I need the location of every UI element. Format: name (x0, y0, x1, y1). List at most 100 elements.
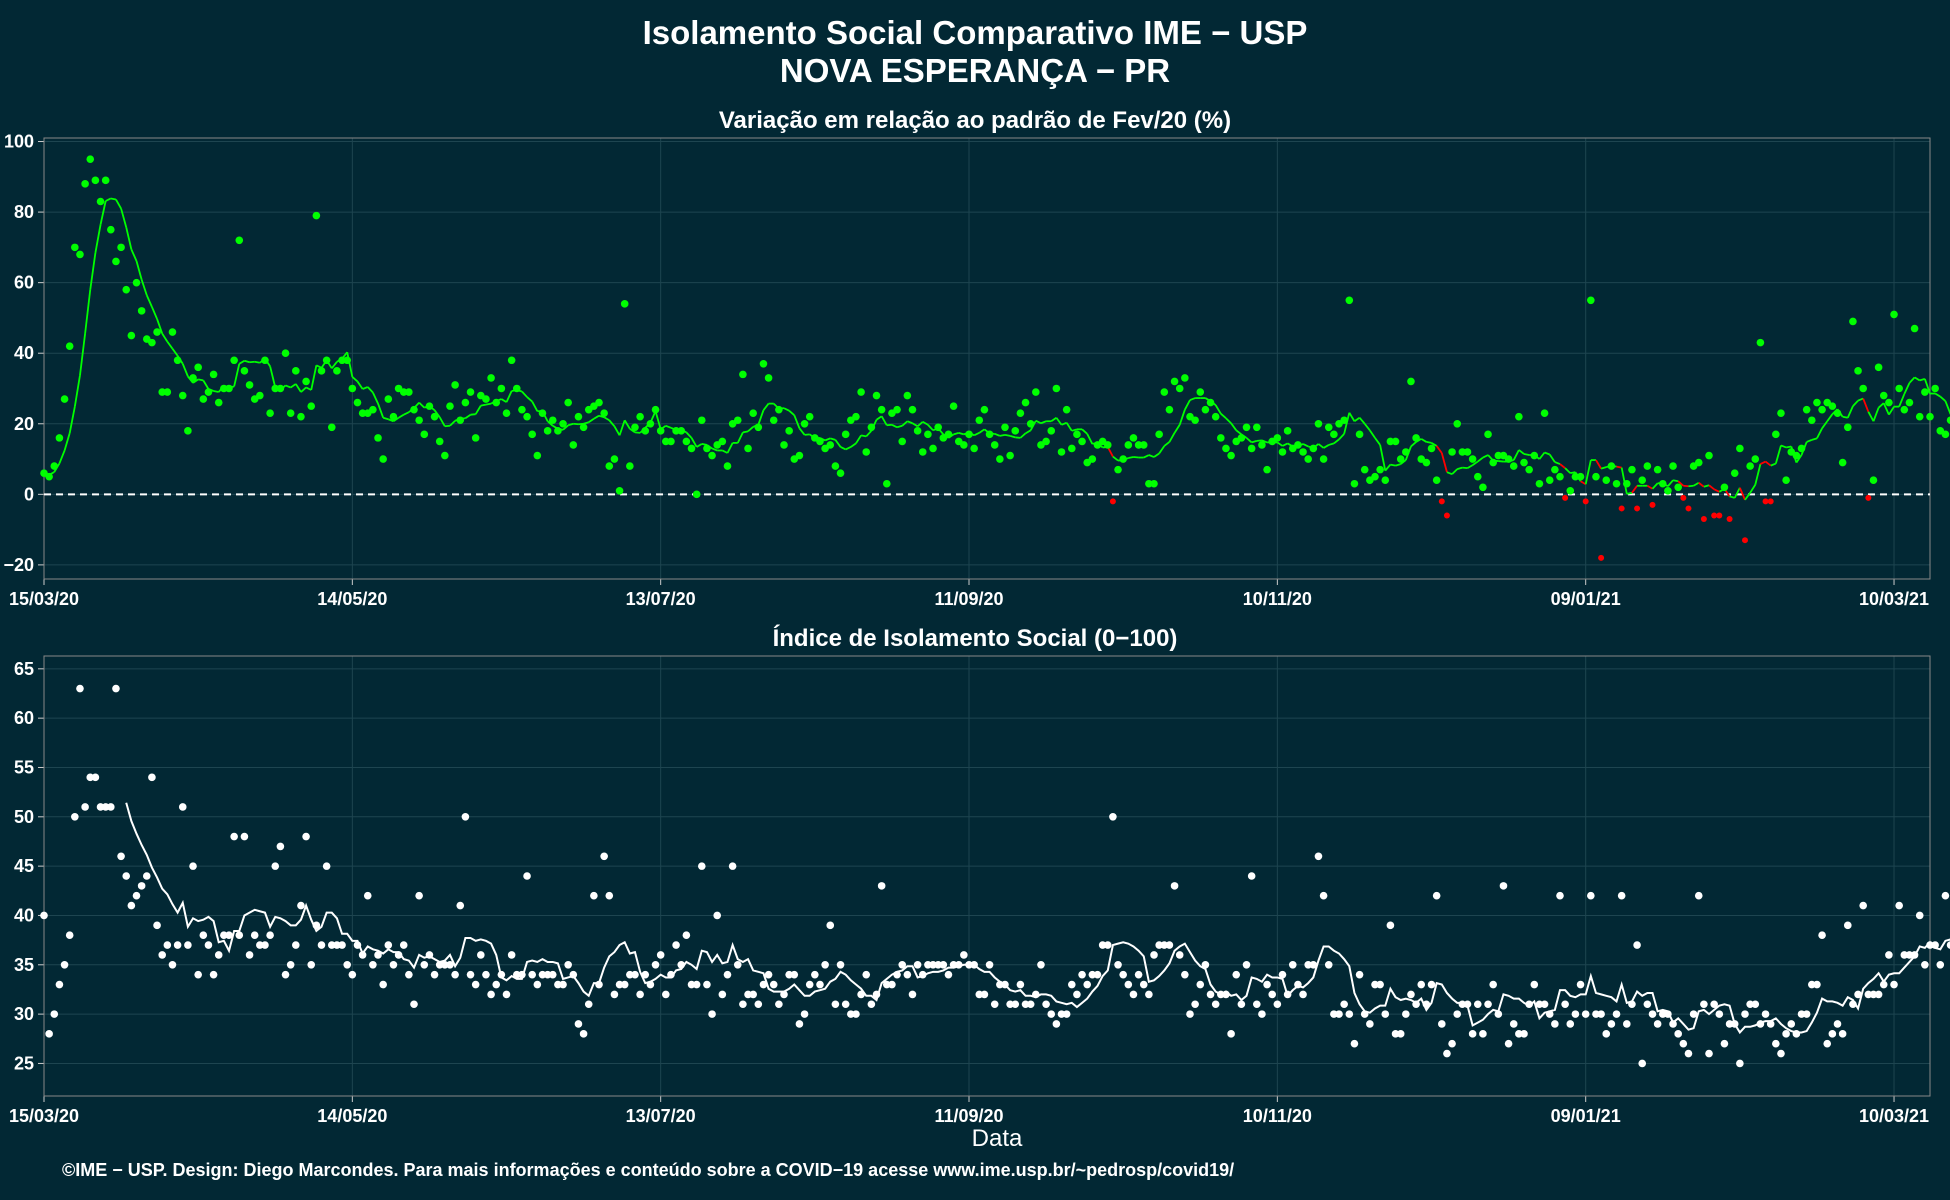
data-point (893, 970, 901, 979)
data-point (1562, 494, 1569, 501)
moving-average-segment (1646, 484, 1653, 490)
moving-average-segment (788, 409, 795, 416)
y-tick-label: 40 (14, 905, 34, 925)
data-point (980, 405, 989, 414)
data-point (358, 951, 367, 959)
data-point (1052, 384, 1061, 393)
data-point (1150, 951, 1158, 959)
data-point (965, 430, 973, 439)
data-point (518, 970, 526, 979)
data-point (1638, 1059, 1647, 1068)
moving-average-segment (1764, 460, 1772, 467)
data-point (1273, 1000, 1282, 1009)
data-point (405, 388, 413, 396)
data-point (307, 402, 316, 410)
data-point (1921, 960, 1929, 969)
data-point (240, 367, 249, 375)
moving-average-segment (1708, 484, 1715, 490)
data-point (1859, 901, 1867, 910)
data-point (1468, 455, 1477, 463)
data-point (487, 374, 495, 382)
panel-index: 15/03/20 14/05/20 13/07/20 11/09/20 10/11/20… (9, 655, 1950, 1126)
moving-average-segment (197, 378, 204, 382)
data-point (595, 980, 603, 989)
data-point (1777, 409, 1785, 417)
moving-average-segment (1548, 454, 1556, 463)
data-point (1720, 1039, 1729, 1048)
data-point (656, 951, 665, 959)
data-point (1561, 1000, 1569, 1009)
data-point (1797, 444, 1806, 453)
data-point (338, 941, 346, 949)
x-tick-label: 14/05/20 (317, 1106, 387, 1126)
data-point (446, 960, 454, 969)
data-point (877, 882, 886, 890)
x-tick-label: 15/03/20 (9, 589, 79, 609)
data-point (343, 356, 352, 365)
data-point (1376, 980, 1384, 989)
data-point (656, 427, 665, 435)
data-point (507, 951, 516, 959)
data-point (1685, 505, 1692, 512)
data-point (1340, 416, 1348, 425)
data-point (708, 1010, 716, 1018)
y-tick-label: 25 (14, 1053, 34, 1073)
moving-average-segment (1364, 423, 1371, 431)
x-tick-label: 13/07/20 (626, 589, 696, 609)
data-point (1432, 476, 1441, 485)
data-point (1283, 990, 1292, 999)
data-point (1073, 990, 1081, 999)
moving-average-segment (1173, 424, 1181, 434)
moving-average-segment (464, 413, 472, 419)
data-point (708, 451, 716, 460)
data-point (178, 803, 187, 811)
moving-average-segment (130, 249, 138, 262)
data-point (1191, 416, 1199, 425)
moving-average-segment (63, 432, 71, 451)
moving-average-segment (1369, 429, 1376, 439)
plot-frame (43, 137, 1931, 580)
moving-average-segment (1462, 466, 1468, 470)
moving-average-segment (696, 443, 703, 448)
data-point (641, 970, 650, 979)
data-point (1314, 419, 1323, 428)
moving-average-segment (1564, 467, 1571, 474)
data-point (451, 970, 459, 979)
data-point (1443, 1049, 1451, 1058)
moving-average-segment (1214, 404, 1222, 415)
data-point (543, 427, 552, 435)
data-point (1006, 451, 1014, 460)
data-point (1566, 487, 1575, 495)
moving-average-segment (1168, 432, 1176, 443)
moving-average-segment (588, 417, 595, 423)
data-point (1705, 1049, 1713, 1058)
data-point (276, 384, 285, 393)
data-point (312, 211, 321, 220)
y-tick-label: 60 (14, 273, 34, 293)
data-point (184, 427, 192, 435)
data-point (1114, 465, 1122, 474)
data-point (1504, 455, 1513, 463)
data-point (1684, 1049, 1693, 1058)
moving-average-segment (84, 289, 92, 334)
data-point (949, 402, 958, 410)
moving-average-segment (1852, 399, 1859, 407)
data-point (1782, 476, 1790, 485)
data-point (1653, 465, 1662, 474)
moving-average-segment (1410, 441, 1417, 448)
data-point (482, 395, 490, 403)
moving-average-segment (567, 422, 574, 427)
moving-average-segment (1667, 479, 1674, 487)
data-point (687, 444, 696, 453)
moving-average-segment (1343, 412, 1351, 435)
data-point (107, 803, 115, 811)
data-point (1278, 448, 1287, 456)
data-point (1587, 296, 1595, 305)
data-point (507, 356, 516, 365)
moving-average-segment (1184, 399, 1191, 411)
data-point (667, 970, 675, 979)
data-point (1602, 476, 1611, 485)
moving-average-segment (1811, 437, 1818, 441)
data-point (677, 960, 686, 969)
data-point (641, 427, 650, 435)
